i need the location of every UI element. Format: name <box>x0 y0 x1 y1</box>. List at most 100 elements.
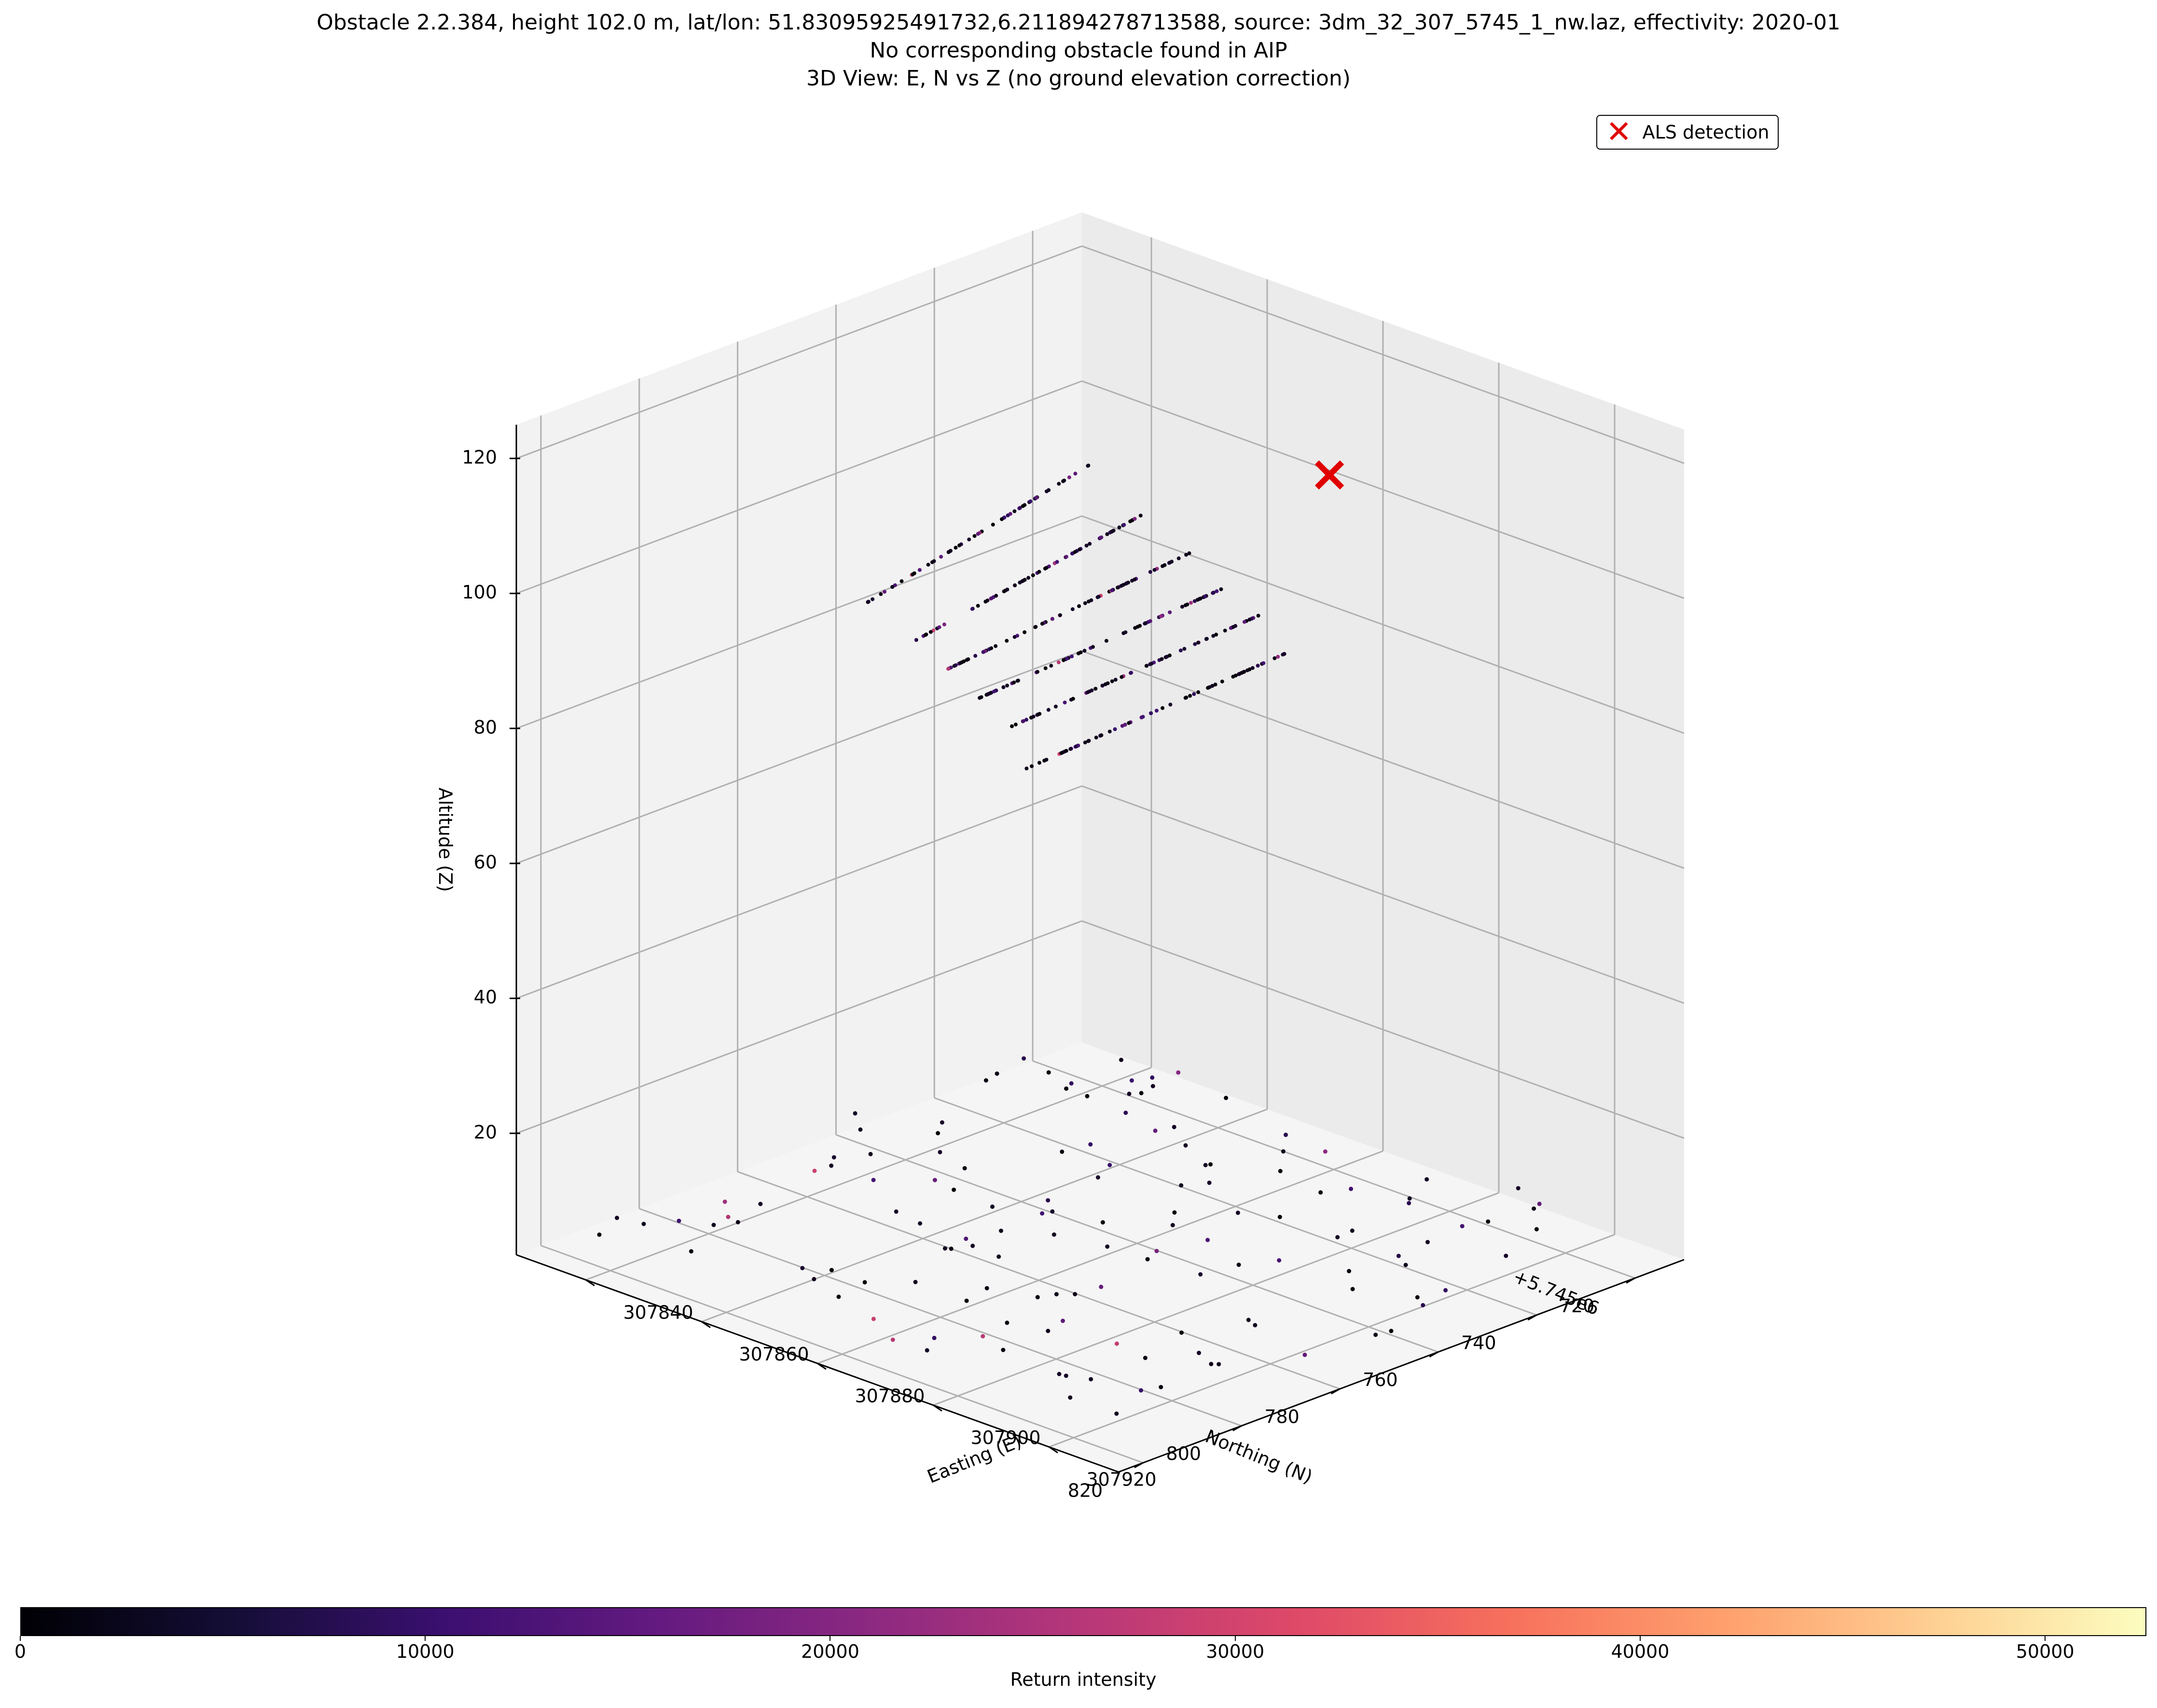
wire-point <box>930 560 934 564</box>
colorbar-tick-label: 10000 <box>396 1641 455 1662</box>
wire-point <box>1058 613 1062 617</box>
ground-point <box>890 1337 895 1342</box>
wire-point <box>1070 654 1074 659</box>
ground-point <box>932 1335 937 1340</box>
ground-point <box>858 1127 863 1132</box>
ground-point <box>1516 1186 1521 1191</box>
grid-line-y-floor <box>934 1097 1537 1316</box>
colorbar <box>20 1607 2146 1636</box>
ground-point <box>1060 1149 1065 1154</box>
ground-point <box>829 1268 834 1273</box>
wire-point <box>1091 645 1095 649</box>
wire-point <box>1239 671 1244 675</box>
ground-point <box>812 1277 816 1281</box>
x-tick-mark <box>933 1404 942 1412</box>
y-tick-label: 780 <box>1264 1406 1300 1427</box>
grid-line-z-right <box>1081 650 1685 869</box>
wire-point <box>1103 682 1107 686</box>
wire-point <box>1159 614 1163 618</box>
colorbar-tick-mark <box>2045 1636 2046 1641</box>
ground-point <box>1281 1149 1286 1154</box>
ground-point <box>615 1216 619 1220</box>
wire-point <box>1029 715 1033 720</box>
grid-lines <box>516 231 1685 1464</box>
grid-line-z-left <box>516 515 1082 729</box>
wire-point <box>1088 542 1092 546</box>
wire-point <box>1018 506 1022 510</box>
grid-line-x-floor <box>933 1192 1499 1406</box>
wire-point <box>949 549 953 553</box>
ground-point <box>1143 1356 1148 1361</box>
colorbar-tick-label: 0 <box>14 1641 27 1662</box>
ground-point <box>1534 1227 1539 1232</box>
detection-x-stroke-2 <box>1314 460 1344 490</box>
ground-point <box>1407 1196 1412 1201</box>
wire-point <box>939 555 943 559</box>
x-tick-mark <box>817 1362 827 1370</box>
ground-point <box>1127 1091 1132 1096</box>
wire-point <box>1120 724 1124 728</box>
colorbar-label: Return intensity <box>1010 1669 1157 1690</box>
wire-point <box>1107 729 1112 734</box>
chart-title: Obstacle 2.2.384, height 102.0 m, lat/lo… <box>0 9 2157 93</box>
wire-point <box>1064 749 1068 753</box>
y-axis-line <box>1118 1259 1685 1473</box>
ground-point <box>962 1166 967 1171</box>
ground-point <box>1396 1253 1401 1258</box>
wire-point <box>1082 649 1087 653</box>
ground-point <box>1145 1257 1150 1262</box>
ground-point <box>1389 1329 1394 1333</box>
wire-point <box>1006 513 1010 517</box>
wire-point <box>1084 543 1089 548</box>
wire-point <box>1141 715 1145 719</box>
ground-point <box>871 1317 876 1321</box>
colorbar-tick-mark <box>20 1636 21 1641</box>
wire-point <box>1197 597 1202 601</box>
wire-point <box>1024 718 1028 722</box>
colorbar-tick-label: 50000 <box>2016 1641 2074 1662</box>
wire-point <box>1250 666 1255 670</box>
ground-point <box>1154 1249 1159 1253</box>
wire-point <box>1087 689 1092 694</box>
wire-point <box>1182 647 1187 651</box>
wire-point <box>1110 679 1114 683</box>
ground-point <box>1150 1084 1155 1088</box>
wire-point <box>958 661 962 665</box>
wire-point <box>1104 639 1108 643</box>
wire-point <box>1242 620 1246 624</box>
wire-point <box>1076 743 1080 748</box>
wire-point <box>1037 569 1041 574</box>
wire-point <box>1050 617 1054 621</box>
wire-point <box>989 596 994 600</box>
wire-point <box>1154 708 1159 713</box>
wire-point <box>1073 550 1077 554</box>
wire-point <box>1184 553 1189 557</box>
ground-point <box>1088 1142 1093 1147</box>
colorbar-tick-mark <box>1639 1636 1641 1641</box>
ground-point <box>711 1222 716 1227</box>
z-tick-label: 120 <box>462 446 497 468</box>
legend: ✕ ALS detection <box>1596 115 1779 150</box>
ground-point <box>1424 1177 1429 1182</box>
grid-line-z-right <box>1081 920 1685 1139</box>
ground-point <box>964 1298 969 1303</box>
z-tick-label: 20 <box>474 1122 497 1143</box>
wire-point <box>1123 630 1128 635</box>
ground-point <box>1105 1244 1110 1249</box>
ground-point <box>938 1150 942 1154</box>
wire-point <box>1149 662 1153 666</box>
wire-point <box>1044 489 1049 494</box>
wire-point <box>1138 514 1143 518</box>
ground-point <box>1349 1186 1354 1191</box>
ground-point <box>996 1254 1001 1259</box>
wire-point <box>946 667 951 671</box>
wire-point <box>1125 581 1129 585</box>
point-cloud <box>597 463 1542 1416</box>
ground-point <box>1183 1143 1188 1148</box>
wire-point <box>1044 758 1049 762</box>
wire-point <box>1028 499 1033 503</box>
colorbar-tick-mark <box>1234 1636 1236 1641</box>
grid-line-y-floor <box>835 1134 1438 1353</box>
ground-point <box>995 1071 999 1076</box>
ground-point <box>913 1279 918 1284</box>
